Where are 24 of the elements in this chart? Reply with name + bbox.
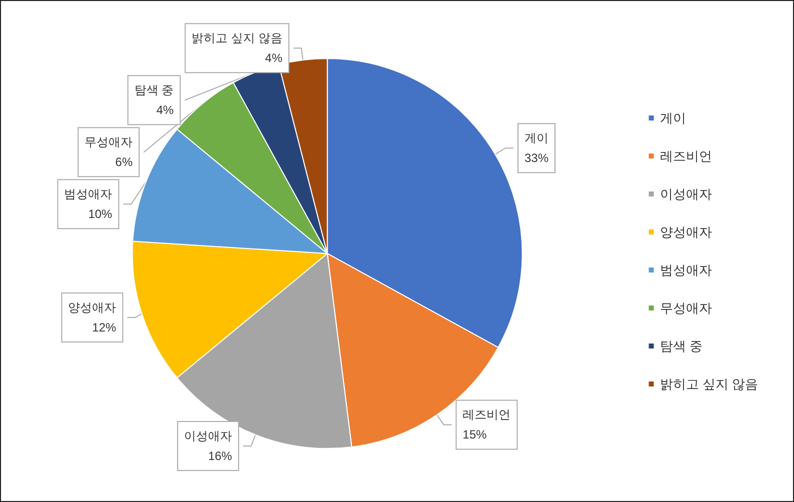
slice-label: 무성애자: [84, 135, 133, 150]
data-label: 6%: [115, 155, 133, 170]
slice-label: 양성애자: [68, 300, 116, 314]
data-label: 16%: [208, 448, 232, 463]
legend-label: 무성애자: [660, 300, 712, 316]
data-label: 15%: [462, 428, 488, 442]
slice-label: 레즈비언: [462, 408, 511, 422]
slice-label: 밝히고 싶지 않음: [192, 31, 282, 46]
slice-label: 범성애자: [64, 187, 112, 202]
legend-label: 범성애자: [660, 262, 712, 278]
legend-label: 양성애자: [660, 224, 712, 240]
data-label: 10%: [88, 207, 113, 222]
data-label: 33%: [524, 151, 549, 166]
legend-label: 탐색 중: [660, 338, 702, 354]
data-label: 4%: [156, 103, 174, 118]
data-label: 4%: [265, 51, 283, 66]
legend-label: 밝히고 싶지 않음: [660, 376, 758, 392]
slice-label: 탐색 중: [134, 83, 174, 98]
legend-label: 레즈비언: [660, 148, 712, 164]
legend-label: 게이: [660, 110, 686, 126]
legend-label: 이성애자: [660, 186, 712, 202]
slice-label: 이성애자: [184, 428, 232, 443]
slice-label: 게이: [524, 131, 548, 146]
data-label: 12%: [92, 320, 117, 334]
